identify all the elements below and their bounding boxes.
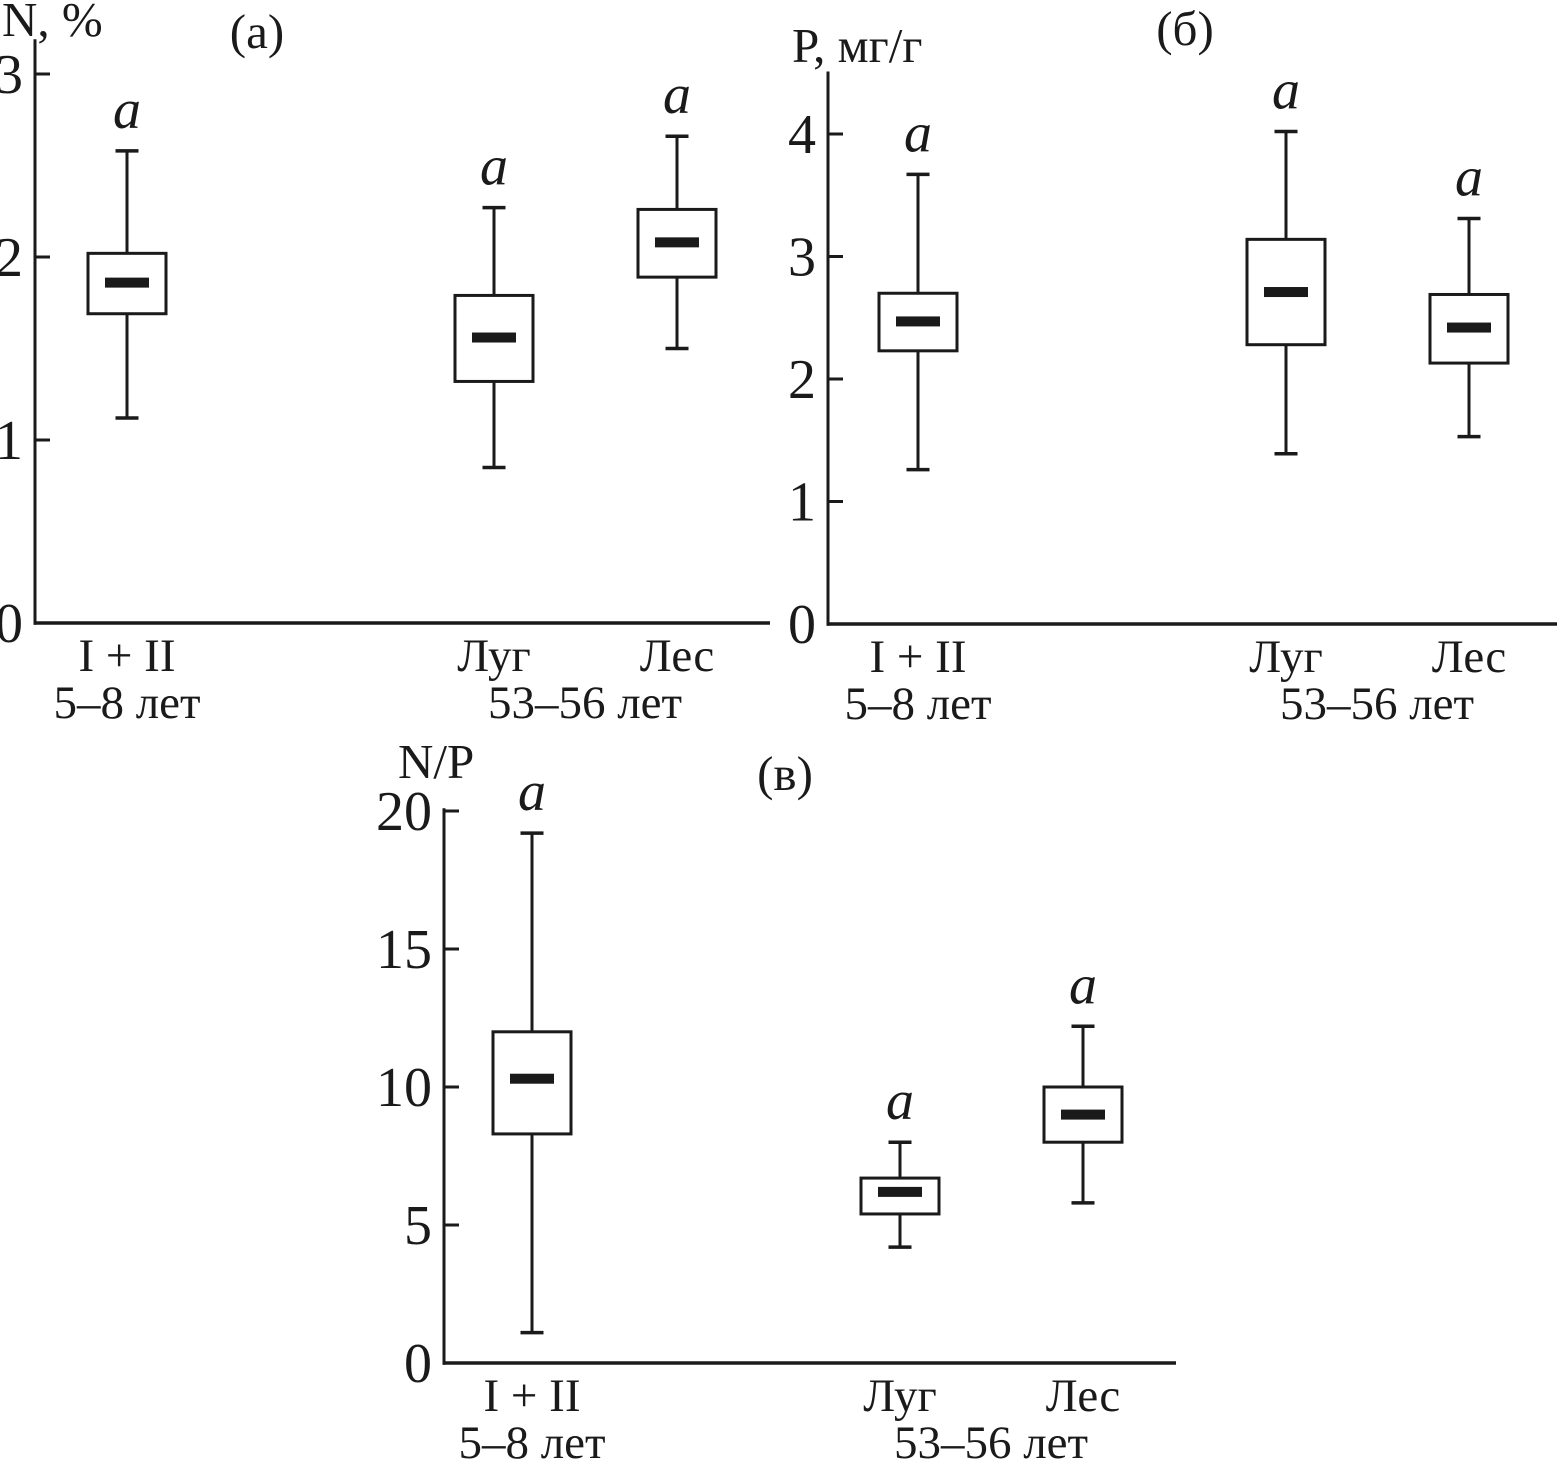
median-line: [105, 277, 149, 288]
category-label: Луг: [457, 630, 530, 682]
category-label: Лес: [640, 630, 714, 682]
significance-label: a: [1069, 954, 1097, 1016]
y-tick-label: 4: [788, 104, 816, 166]
iqr-box: [859, 1176, 941, 1216]
age-group-label: 5–8 лет: [844, 678, 991, 730]
median-line: [472, 332, 516, 343]
y-axis-title: Р, мг/г: [792, 18, 922, 73]
significance-label: a: [113, 79, 141, 141]
category-label: Лес: [1432, 631, 1506, 683]
y-tick-label: 20: [376, 781, 432, 843]
y-tick-label: 2: [788, 349, 816, 411]
significance-label: a: [663, 64, 691, 126]
y-tick-label: 2: [0, 227, 23, 289]
category-label: Луг: [1249, 631, 1322, 683]
y-axis-title: N/P: [398, 734, 474, 789]
median-line: [878, 1186, 922, 1197]
box-group: a: [1245, 60, 1327, 456]
box-group: a: [877, 102, 959, 472]
box-group: a: [491, 761, 573, 1335]
significance-label: a: [480, 136, 508, 198]
category-label: Лес: [1046, 1370, 1120, 1422]
category-label: I + II: [484, 1370, 581, 1422]
y-tick-label: 0: [0, 593, 23, 655]
age-group-label: 53–56 лет: [1280, 678, 1474, 730]
panel-v: 0 5 10 15 20N/P (в) a I + II a Луг a Лес 5–8 лет 53–5…: [376, 734, 1176, 1469]
box-group: a: [859, 1070, 941, 1249]
y-tick-label: 10: [376, 1057, 432, 1119]
box-group: a: [1042, 954, 1124, 1205]
median-line: [896, 316, 940, 327]
y-tick-label: 0: [404, 1333, 432, 1395]
y-tick-label: 5: [404, 1195, 432, 1257]
panel-title: (а): [230, 4, 284, 59]
age-group-label: 5–8 лет: [53, 677, 200, 729]
age-group-label: 5–8 лет: [458, 1417, 605, 1469]
median-line: [510, 1073, 554, 1084]
panel-a: 0 1 2 3N, % (а) a I + II a Луг a Лес 5–8 лет 53–56 л…: [0, 0, 770, 729]
significance-label: a: [1455, 147, 1483, 209]
y-tick-label: 15: [376, 919, 432, 981]
category-label: I + II: [870, 631, 967, 683]
significance-label: a: [886, 1070, 914, 1132]
box-group: a: [86, 79, 168, 420]
age-group-label: 53–56 лет: [488, 677, 682, 729]
y-tick-label: 1: [788, 472, 816, 534]
panel-b: 0 1 2 3 4 Р, мг/г (б) a I + II a Луг a Лес 5–8 лет 53–…: [788, 1, 1557, 730]
median-line: [1264, 287, 1308, 298]
panel-title: (б): [1156, 1, 1214, 56]
y-tick-label: 3: [788, 227, 816, 289]
median-line: [1447, 322, 1491, 333]
significance-label: a: [904, 102, 932, 164]
age-group-label: 53–56 лет: [894, 1417, 1088, 1469]
category-label: I + II: [79, 630, 176, 682]
median-line: [655, 237, 699, 248]
y-tick-label: 0: [788, 594, 816, 656]
significance-label: a: [1272, 60, 1300, 122]
y-tick-label: 3: [0, 44, 23, 106]
box-group: a: [636, 64, 718, 351]
y-axis-title: N, %: [2, 0, 103, 47]
panel-title: (в): [757, 746, 813, 801]
y-tick-label: 1: [0, 410, 23, 472]
significance-label: a: [518, 761, 546, 823]
median-line: [1061, 1109, 1105, 1120]
box-group: a: [453, 136, 535, 470]
iqr-box: [86, 251, 168, 316]
category-label: Луг: [863, 1370, 936, 1422]
box-group: a: [1428, 147, 1510, 439]
